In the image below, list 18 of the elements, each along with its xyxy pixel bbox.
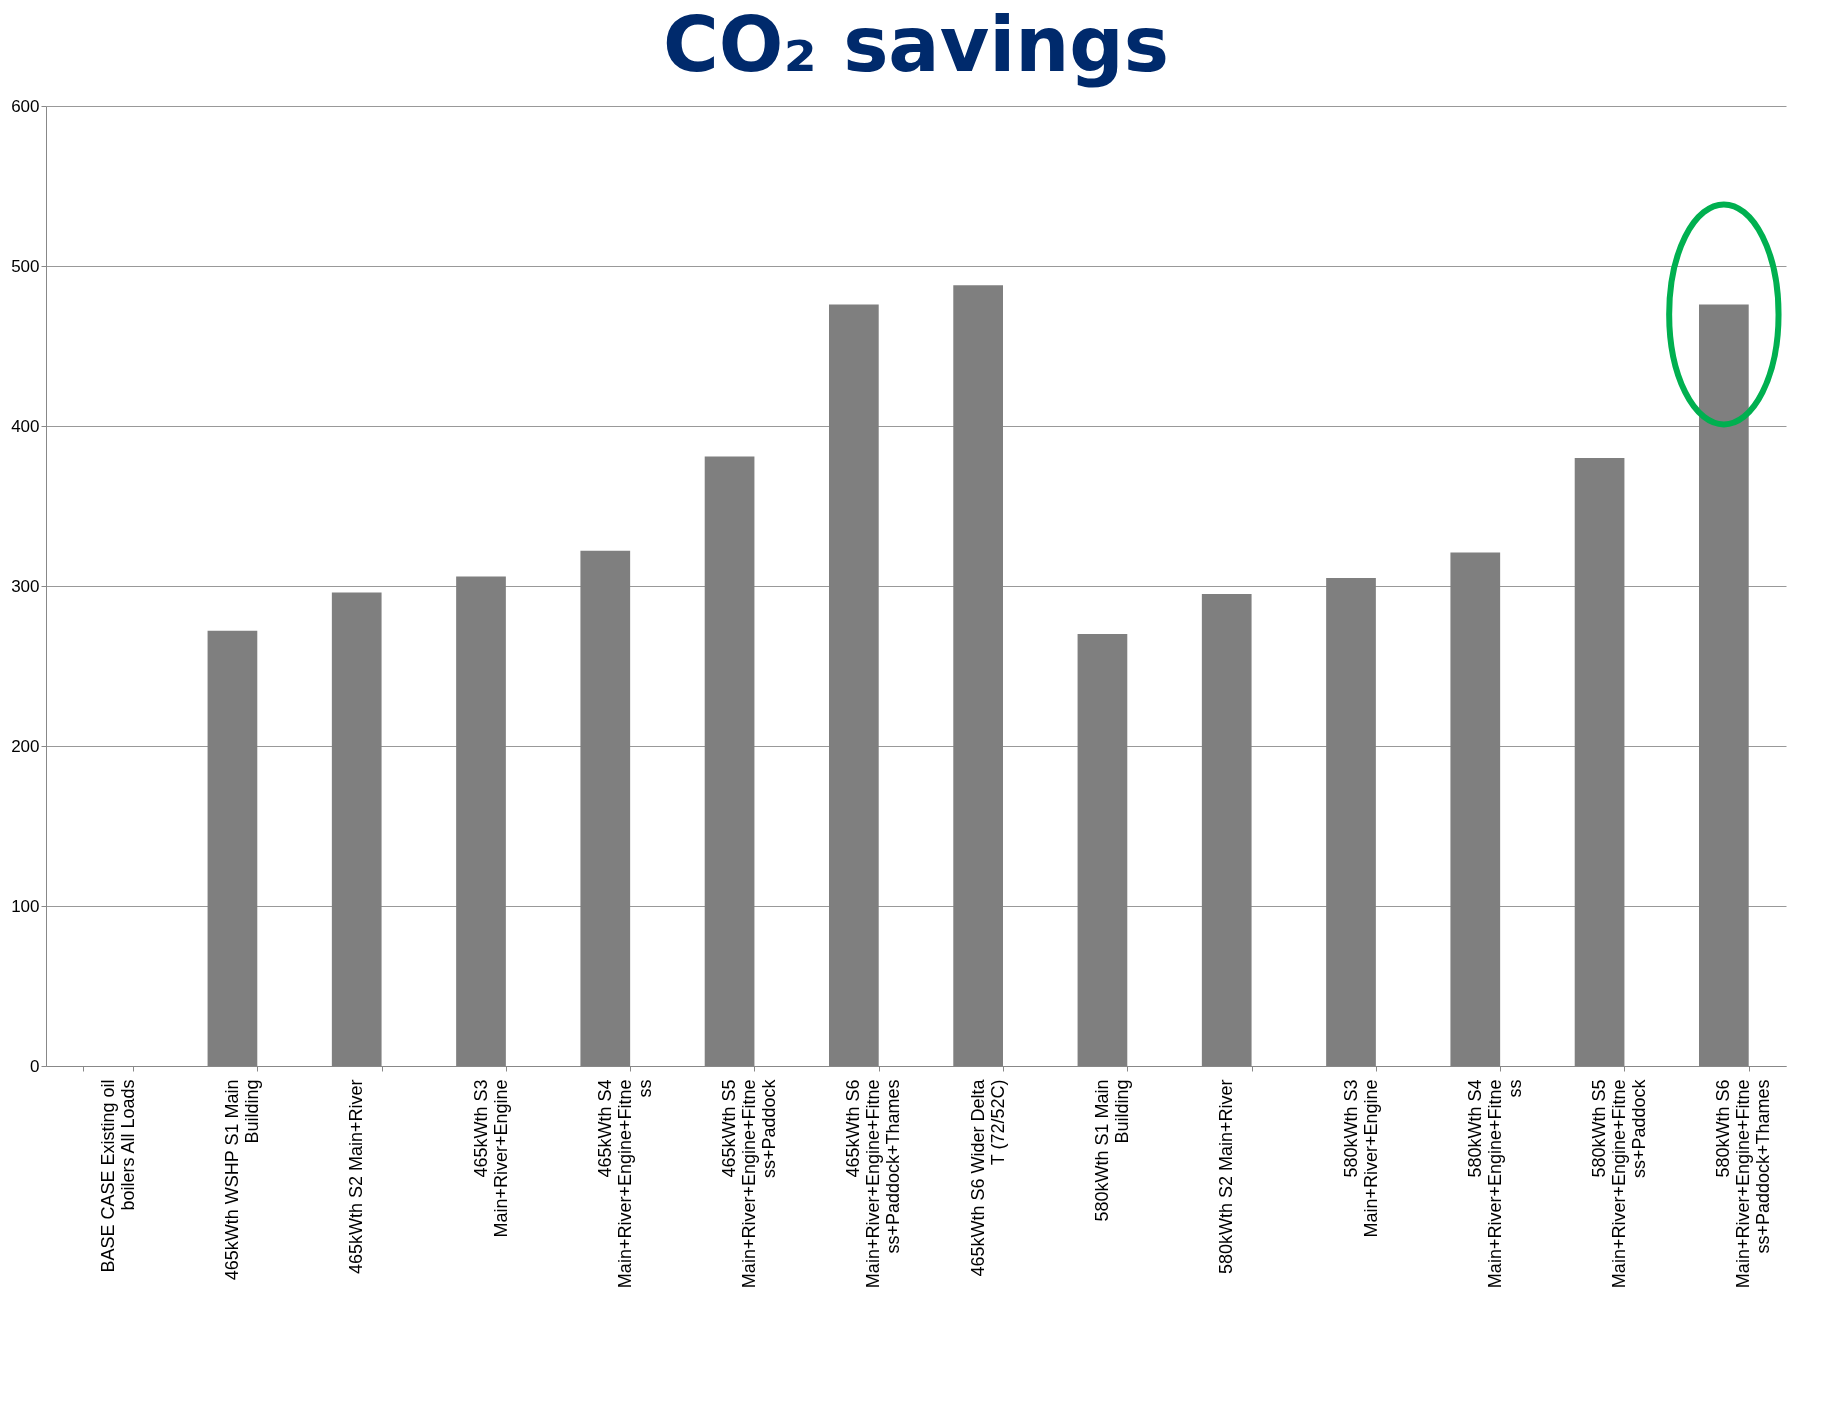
y-tick-label: 0	[30, 1056, 40, 1076]
x-tick-label: 580kWth S2 Main+River	[1216, 1079, 1237, 1275]
x-tick-label: 465kWth WSHP S1 Main Building	[221, 1079, 262, 1281]
x-tick-label: 465kWth S4 Main+River+Engine+Fitness	[594, 1079, 655, 1289]
x-tick-label: BASE CASE Existing oil boilers All Loads	[97, 1079, 138, 1273]
y-tick-label: 500	[11, 256, 40, 276]
y-tick-label: 200	[11, 736, 40, 756]
x-tick-label: 465kWth S3 Main+River+Engine	[470, 1079, 511, 1238]
chart-title: CO₂ savings	[663, 0, 1169, 89]
x-tick-label: 580kWth S3 Main+River+Engine	[1340, 1079, 1381, 1238]
y-tick-label: 100	[11, 896, 40, 916]
x-tick-label: 580kWth S1 Main Building	[1091, 1079, 1132, 1222]
y-tick-label: 600	[11, 96, 40, 116]
x-tick-label: 580kWth S4 Main+River+Engine+Fitness	[1464, 1079, 1525, 1289]
y-tick-label: 300	[11, 576, 40, 596]
y-tick-label: 400	[11, 416, 40, 436]
x-tick-label: 465kWth S6 Wider Delta T (72/52C)	[967, 1078, 1008, 1277]
x-tick-label: 465kWth S2 Main+River	[346, 1079, 367, 1275]
